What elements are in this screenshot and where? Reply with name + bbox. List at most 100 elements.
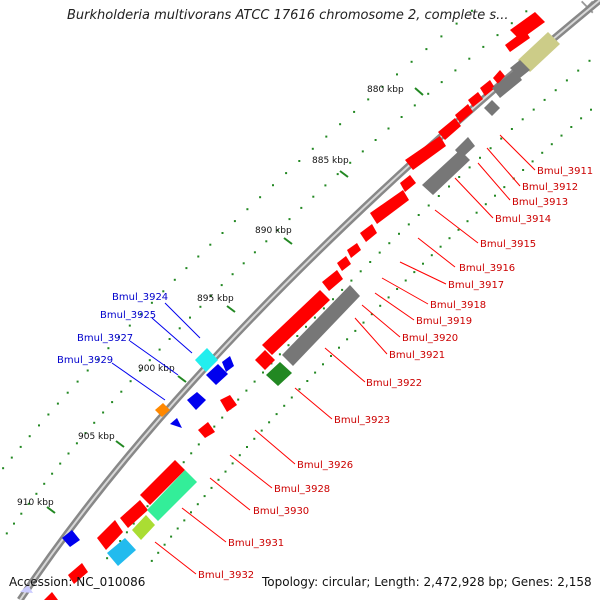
tick-dot — [276, 229, 279, 232]
cds-feature[interactable] — [97, 520, 123, 550]
tick-dot — [265, 240, 268, 243]
cds-feature[interactable] — [262, 290, 330, 355]
cds-feature[interactable] — [405, 136, 446, 170]
tick-dot — [322, 307, 325, 310]
gene-label[interactable]: Bmul_3913 — [512, 197, 568, 208]
gene-label[interactable]: Bmul_3917 — [448, 280, 504, 291]
gene-label[interactable]: Bmul_3925 — [100, 310, 156, 321]
gene-label[interactable]: Bmul_3918 — [430, 300, 486, 311]
tick-dot — [10, 456, 13, 459]
tick-dot — [217, 478, 220, 481]
gene-label[interactable]: Bmul_3916 — [459, 263, 515, 274]
cds-feature[interactable] — [255, 350, 275, 370]
tick-dot — [296, 335, 299, 337]
blue-feature[interactable] — [170, 418, 182, 428]
gene-label[interactable]: Bmul_3912 — [522, 182, 578, 193]
gray-feature[interactable] — [510, 60, 530, 78]
lime-feature[interactable] — [132, 515, 155, 540]
cds-feature[interactable] — [370, 190, 409, 224]
gene-label[interactable]: Bmul_3932 — [198, 570, 254, 581]
gene-label[interactable]: Bmul_3915 — [480, 239, 536, 250]
green-feature[interactable] — [266, 362, 292, 386]
gene-label[interactable]: Bmul_3928 — [274, 484, 330, 495]
gene-label[interactable]: Bmul_3911 — [537, 166, 593, 177]
outer-track[interactable] — [20, 348, 234, 593]
gene-label[interactable]: Bmul_3929 — [57, 355, 113, 366]
cds-feature[interactable] — [455, 104, 473, 123]
tick-dot — [425, 48, 428, 51]
tick-dot — [396, 288, 399, 290]
blue-feature[interactable] — [20, 585, 33, 593]
cds-track[interactable] — [44, 12, 545, 600]
gene-label[interactable]: Bmul_3931 — [228, 538, 284, 549]
tick-dot — [396, 73, 398, 76]
tick-dot — [272, 184, 274, 187]
cds-feature[interactable] — [198, 422, 215, 438]
blue-feature[interactable] — [222, 356, 234, 372]
gene-label[interactable]: Bmul_3927 — [77, 333, 133, 344]
cds-feature[interactable] — [44, 592, 58, 600]
tick-dot — [148, 359, 151, 362]
tick-dot — [570, 126, 573, 128]
tick-dot — [349, 161, 352, 164]
secondary-track[interactable] — [107, 32, 560, 566]
orange-feature[interactable] — [155, 403, 170, 417]
scale-ticks — [46, 87, 424, 514]
blue-feature[interactable] — [187, 392, 206, 410]
tick-dot — [119, 540, 122, 542]
cyan-feature[interactable] — [107, 538, 136, 566]
mint-feature[interactable] — [147, 470, 197, 521]
gene-label[interactable]: Bmul_3914 — [495, 214, 551, 225]
tick-dot — [111, 401, 114, 404]
gene-label[interactable]: Bmul_3930 — [253, 506, 309, 517]
gray-feature[interactable] — [422, 150, 470, 195]
blue-feature[interactable] — [62, 530, 80, 547]
cds-feature[interactable] — [120, 500, 148, 528]
tick-dot — [197, 443, 200, 446]
cds-feature[interactable] — [337, 256, 351, 271]
cds-feature[interactable] — [468, 92, 483, 107]
gene-label[interactable]: Bmul_3923 — [334, 415, 390, 426]
tick-dot — [427, 92, 430, 95]
gene-label[interactable]: Bmul_3926 — [297, 460, 353, 471]
gray-feature[interactable] — [492, 70, 522, 98]
gene-label[interactable]: Bmul_3920 — [402, 333, 458, 344]
blue-feature[interactable] — [206, 364, 228, 385]
tick-dot — [196, 503, 199, 506]
tick-dot — [374, 139, 377, 141]
tick-dot — [413, 104, 416, 107]
cds-feature[interactable] — [493, 70, 505, 84]
tick-dot — [336, 173, 339, 176]
cds-feature[interactable] — [510, 12, 545, 40]
gray-feature[interactable] — [484, 100, 500, 116]
cds-feature[interactable] — [68, 563, 88, 584]
tick-dot — [283, 404, 286, 407]
scale-tick — [177, 375, 187, 383]
cds-feature[interactable] — [220, 395, 237, 412]
tick-dot — [220, 284, 223, 287]
gene-label[interactable]: Bmul_3924 — [112, 292, 168, 303]
cds-feature[interactable] — [505, 30, 530, 52]
olive-feature[interactable] — [518, 32, 560, 72]
tick-dot — [503, 186, 506, 189]
gray-feature[interactable] — [282, 285, 360, 366]
cds-feature[interactable] — [360, 224, 377, 242]
tick-dot — [97, 358, 99, 361]
gene-label[interactable]: Bmul_3921 — [389, 350, 445, 361]
tick-dot — [173, 278, 176, 281]
cds-feature[interactable] — [322, 270, 343, 291]
tick-dot — [468, 57, 471, 60]
tick-dot — [325, 135, 328, 138]
cds-feature[interactable] — [438, 118, 461, 140]
cyan-feature[interactable] — [195, 348, 218, 372]
tick-dot — [231, 273, 234, 276]
gene-label[interactable]: Bmul_3922 — [366, 378, 422, 389]
tick-dot — [339, 123, 342, 126]
cds-feature[interactable] — [480, 80, 495, 96]
cds-feature[interactable] — [347, 243, 361, 258]
cds-feature[interactable] — [140, 460, 185, 505]
tick-dot — [388, 242, 391, 245]
cds-feature[interactable] — [400, 175, 416, 192]
gene-label[interactable]: Bmul_3919 — [416, 316, 472, 327]
